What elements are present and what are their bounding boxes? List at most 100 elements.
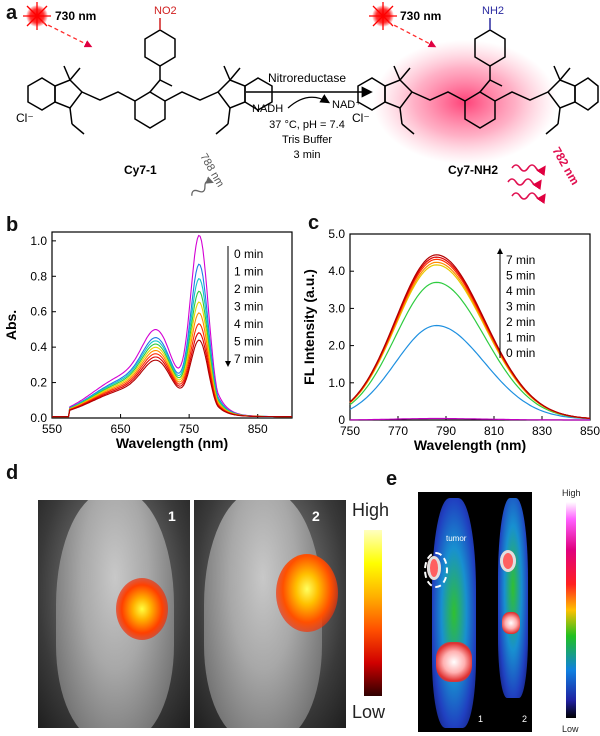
fluorescence-chart: 750 770 790 810 830 850 0 1.0 2.0 3.0 4.0 5.0 Wavele… <box>301 227 600 453</box>
fluorescence-series-7 <box>349 254 591 419</box>
x-tick-label: 850 <box>248 422 268 436</box>
legend-label: 4 min <box>506 284 535 298</box>
buffer-label: Tris Buffer <box>282 134 332 146</box>
legend-label: 4 min <box>234 317 263 331</box>
cofactor-out-label: NAD⁺ <box>332 99 361 111</box>
mouse-image-2: 2 <box>194 500 346 728</box>
plot-frame <box>349 233 591 421</box>
time-arrow-head <box>497 248 503 254</box>
legend-label: 7 min <box>506 253 535 267</box>
intensity-colorbar-d <box>364 530 382 696</box>
compound-label-right: Cy7-NH2 <box>448 163 498 177</box>
y-tick-label: 1.0 <box>328 376 345 390</box>
molecule-cy7-nh2 <box>357 18 599 135</box>
x-tick-label: 750 <box>340 424 360 438</box>
y-tick-label: 3.0 <box>328 301 345 315</box>
emission-wavelength-right: 782 nm <box>549 145 582 188</box>
y-tick-label: 0 <box>338 413 345 427</box>
absorbance-series-8 <box>52 339 292 418</box>
legend-label: 3 min <box>506 300 535 314</box>
image-label-e2: 2 <box>522 714 528 724</box>
enzyme-label: Nitroreductase <box>268 71 346 85</box>
x-tick-label: 850 <box>580 424 600 438</box>
y-tick-label: 1.0 <box>30 234 47 248</box>
panel-label-b: b <box>6 214 19 236</box>
chloride-right: Cl⁻ <box>352 111 370 125</box>
x-axis-label: Wavelength (nm) <box>116 435 228 451</box>
fluorescence-series-5 <box>349 258 591 419</box>
image-label-d2: 2 <box>312 508 320 524</box>
fluorescence-series-6 <box>349 256 591 419</box>
laser-icon-right <box>369 2 437 48</box>
x-tick-label: 650 <box>111 422 131 436</box>
x-axis-label: Wavelength (nm) <box>414 437 526 453</box>
x-tick-label: 770 <box>388 424 408 438</box>
y-tick-label: 0.0 <box>30 411 47 425</box>
x-tick-label: 550 <box>42 422 62 436</box>
molecule-cy7-1 <box>27 18 273 135</box>
legend-label: 5 min <box>234 335 263 349</box>
laser-icon-left <box>23 2 93 48</box>
intensity-colorbar-e <box>566 502 576 718</box>
plot-frame <box>51 231 293 419</box>
panel-label-c: c <box>308 212 320 234</box>
legend-label: 1 min <box>234 265 263 279</box>
legend-label: 3 min <box>234 300 263 314</box>
pet-image-2: 2 <box>494 492 532 732</box>
emission-wavelength-left: 788 nm <box>197 152 226 190</box>
emission-icon-right <box>507 164 546 204</box>
scale-low-label-d: Low <box>352 702 386 722</box>
y-tick-label: 2.0 <box>328 339 345 353</box>
tumor-label: tumor <box>446 534 467 543</box>
legend-label: 7 min <box>234 352 263 366</box>
reaction-scheme: 730 nm NO2 Cl⁻ Cy7-1 788 nm Nitroreducta… <box>16 2 599 204</box>
in-vivo-imaging-panel: 1 2 <box>38 500 354 728</box>
legend-label: 0 min <box>506 346 535 360</box>
mouse-image-1: 1 <box>38 500 190 728</box>
y-axis-label: FL Intensity (a.u.) <box>301 269 317 385</box>
legend-label: 1 min <box>506 331 535 345</box>
fluorescence-series-0 <box>350 417 590 421</box>
y-tick-label: 0.6 <box>30 305 47 319</box>
scale-high-label-d: High <box>352 500 390 520</box>
time-arrow-head <box>225 361 231 367</box>
laser-wavelength-right: 730 nm <box>400 9 441 23</box>
amine-group-label: NH2 <box>482 5 504 17</box>
y-axis-label: Abs. <box>3 310 19 340</box>
y-tick-label: 5.0 <box>328 227 345 241</box>
panel-label-d: d <box>6 462 19 484</box>
cofactor-in-label: NADH <box>252 103 283 115</box>
cofactor-arrow <box>287 94 331 109</box>
panel-label-a: a <box>6 2 18 24</box>
nitro-group-label: NO2 <box>154 5 177 17</box>
scale-high-label-e: High <box>562 488 581 498</box>
absorbance-chart: 550 650 750 850 0.0 0.2 0.4 0.6 0.8 1.0 Wavelength… <box>3 231 293 451</box>
laser-wavelength-left: 730 nm <box>55 9 96 23</box>
image-label-e1: 1 <box>478 714 484 724</box>
y-tick-label: 0.4 <box>30 340 47 354</box>
x-tick-label: 830 <box>532 424 552 438</box>
legend-label: 0 min <box>234 247 263 261</box>
pet-image-1: tumor 1 <box>418 492 492 732</box>
image-label-d1: 1 <box>168 508 176 524</box>
conditions-label: 37 °C, pH = 7.4 <box>269 119 345 131</box>
fluorescence-series-2 <box>349 281 591 419</box>
emission-icon-left <box>191 176 214 196</box>
tumor-signal-2 <box>276 554 338 632</box>
panel-label-e: e <box>386 468 398 490</box>
y-tick-label: 4.0 <box>328 264 345 278</box>
compound-label-left: Cy7-1 <box>124 163 157 177</box>
x-tick-label: 810 <box>484 424 504 438</box>
chloride-left: Cl⁻ <box>16 111 34 125</box>
pet-imaging-panel: tumor 1 2 <box>418 492 532 732</box>
legend-label: 2 min <box>506 315 535 329</box>
legend-label: 5 min <box>506 269 535 283</box>
x-tick-label: 790 <box>436 424 456 438</box>
tumor-signal-1 <box>116 578 168 640</box>
y-tick-label: 0.8 <box>30 269 47 283</box>
fluorescence-series-1 <box>349 324 591 420</box>
legend-label: 2 min <box>234 282 263 296</box>
x-tick-label: 750 <box>179 422 199 436</box>
time-label: 3 min <box>294 149 321 161</box>
fluorescence-series-4 <box>349 261 591 419</box>
